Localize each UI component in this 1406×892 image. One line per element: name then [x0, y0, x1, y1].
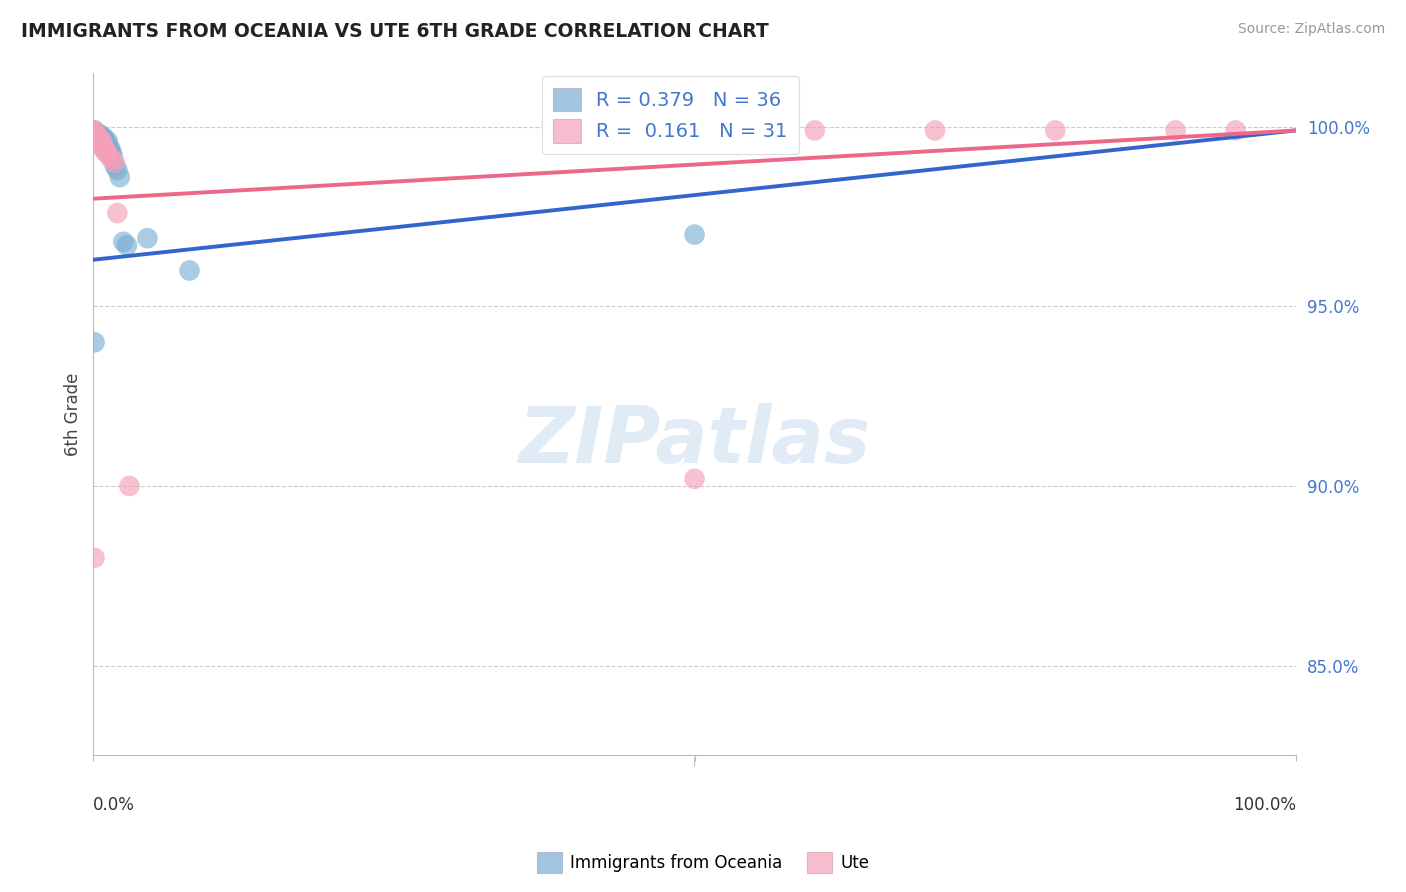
Point — [87, 130, 110, 145]
Point — [90, 134, 112, 148]
Point — [83, 127, 105, 141]
Point — [84, 127, 107, 141]
Point — [93, 134, 115, 148]
Point — [744, 123, 766, 137]
Point — [83, 123, 105, 137]
Point — [136, 231, 159, 245]
Point — [86, 134, 108, 148]
Legend: R = 0.379   N = 36, R =  0.161   N = 31: R = 0.379 N = 36, R = 0.161 N = 31 — [541, 76, 799, 154]
Point — [118, 479, 141, 493]
Point — [98, 141, 121, 155]
Point — [86, 130, 108, 145]
Point — [112, 235, 135, 249]
Point — [1164, 123, 1187, 137]
Point — [100, 152, 122, 166]
Point — [924, 123, 946, 137]
Point — [86, 130, 108, 145]
Point — [104, 159, 127, 173]
Point — [1225, 123, 1247, 137]
Point — [83, 550, 105, 565]
Point — [94, 137, 117, 152]
Point — [1045, 123, 1067, 137]
Point — [97, 141, 120, 155]
Point — [91, 141, 114, 155]
Point — [89, 130, 111, 145]
Point — [87, 127, 110, 141]
Point — [115, 238, 138, 252]
Point — [86, 134, 108, 148]
Point — [105, 206, 128, 220]
Point — [96, 137, 118, 152]
Point — [91, 130, 114, 145]
Point — [89, 134, 111, 148]
Point — [104, 155, 127, 169]
Text: IMMIGRANTS FROM OCEANIA VS UTE 6TH GRADE CORRELATION CHART: IMMIGRANTS FROM OCEANIA VS UTE 6TH GRADE… — [21, 22, 769, 41]
Point — [101, 148, 124, 162]
Text: 0.0%: 0.0% — [93, 797, 135, 814]
Point — [83, 335, 105, 350]
Point — [804, 123, 827, 137]
Point — [87, 130, 110, 145]
Point — [94, 134, 117, 148]
Point — [83, 123, 105, 137]
Point — [90, 134, 112, 148]
Point — [96, 145, 118, 159]
Point — [90, 134, 112, 148]
Point — [90, 137, 112, 152]
Point — [89, 127, 111, 141]
Point — [90, 134, 112, 148]
Point — [91, 134, 114, 148]
Point — [89, 130, 111, 145]
Point — [179, 263, 201, 277]
Point — [93, 130, 115, 145]
Point — [97, 134, 120, 148]
Point — [84, 127, 107, 141]
Point — [100, 145, 122, 159]
Point — [84, 130, 107, 145]
Point — [90, 130, 112, 145]
Point — [93, 141, 115, 155]
Legend: Immigrants from Oceania, Ute: Immigrants from Oceania, Ute — [530, 846, 876, 880]
Point — [105, 163, 128, 178]
Point — [91, 137, 114, 152]
Point — [94, 145, 117, 159]
Point — [683, 472, 706, 486]
Text: ZIPatlas: ZIPatlas — [519, 403, 870, 480]
Text: Source: ZipAtlas.com: Source: ZipAtlas.com — [1237, 22, 1385, 37]
Point — [97, 148, 120, 162]
Point — [90, 137, 112, 152]
Text: 100.0%: 100.0% — [1233, 797, 1296, 814]
Point — [83, 130, 105, 145]
Y-axis label: 6th Grade: 6th Grade — [65, 373, 82, 456]
Point — [84, 130, 107, 145]
Point — [90, 130, 112, 145]
Point — [683, 227, 706, 242]
Point — [82, 127, 104, 141]
Point — [108, 170, 131, 185]
